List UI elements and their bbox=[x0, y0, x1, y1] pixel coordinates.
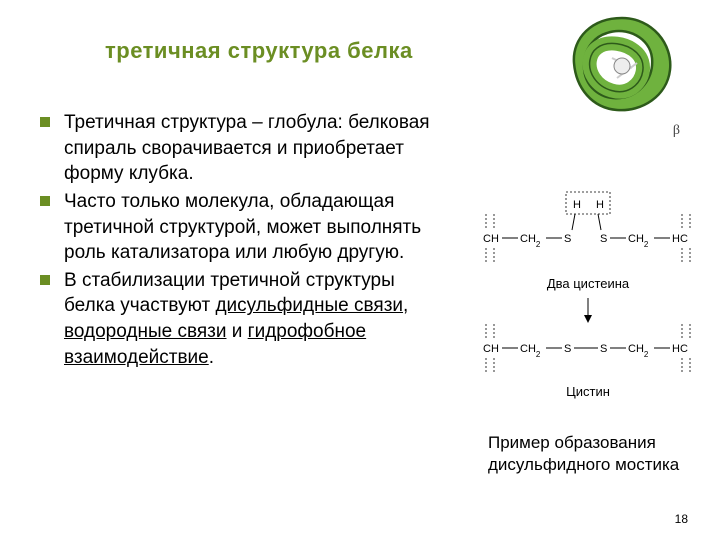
text-underline: дисульфидные связи bbox=[215, 295, 403, 316]
list-item: В стабилизации третичной структуры белка… bbox=[40, 268, 440, 371]
bullet-icon bbox=[40, 117, 50, 127]
svg-text:CH2: CH2 bbox=[520, 343, 541, 359]
bullet-text: В стабилизации третичной структуры белка… bbox=[64, 268, 440, 371]
text-underline: водородные связи bbox=[64, 321, 226, 342]
svg-text:CH2: CH2 bbox=[628, 343, 649, 359]
beta-label: β bbox=[673, 123, 680, 139]
svg-text:S: S bbox=[564, 233, 571, 245]
chem-ch2: CH2 bbox=[520, 233, 541, 249]
globule-svg bbox=[562, 8, 682, 123]
svg-text:S: S bbox=[600, 233, 607, 245]
svg-text:HC: HC bbox=[672, 233, 688, 245]
bullet-text: Часто только молекула, обладающая третич… bbox=[64, 189, 440, 266]
bullet-text: Третичная структура – глобула: белковая … bbox=[64, 110, 440, 187]
globule-figure: β bbox=[552, 0, 692, 145]
svg-text:CH: CH bbox=[483, 343, 499, 355]
text-span: и bbox=[226, 321, 247, 342]
svg-text:S: S bbox=[564, 343, 571, 355]
chem-label-cysteines: Два цистеина bbox=[547, 276, 630, 291]
chem-ch: CH bbox=[483, 233, 499, 245]
figure-caption: Пример образования дисульфидного мостика bbox=[488, 432, 688, 476]
slide-title: третичная структура белка bbox=[105, 38, 413, 64]
svg-text:HC: HC bbox=[672, 343, 688, 355]
list-item: Часто только молекула, обладающая третич… bbox=[40, 189, 440, 266]
svg-text:S: S bbox=[600, 343, 607, 355]
bullet-icon bbox=[40, 275, 50, 285]
chem-ch2-r: CH2 bbox=[628, 233, 649, 249]
text-span: . bbox=[209, 347, 214, 368]
svg-text:H: H bbox=[573, 199, 581, 211]
list-item: Третичная структура – глобула: белковая … bbox=[40, 110, 440, 187]
chem-bottom-row: CH CH2 S S CH2 HC bbox=[483, 322, 690, 374]
svg-text:H: H bbox=[596, 199, 604, 211]
chem-top-row: H H CH CH2 S S CH2 HC bbox=[483, 192, 690, 264]
bullet-icon bbox=[40, 196, 50, 206]
chem-label-cystine: Цистин bbox=[566, 384, 610, 399]
bullet-list: Третичная структура – глобула: белковая … bbox=[40, 110, 440, 372]
page-number: 18 bbox=[675, 512, 688, 526]
chemistry-diagram: H H CH CH2 S S CH2 HC Два цистеина CH CH… bbox=[478, 190, 698, 405]
text-span: , bbox=[403, 295, 408, 316]
